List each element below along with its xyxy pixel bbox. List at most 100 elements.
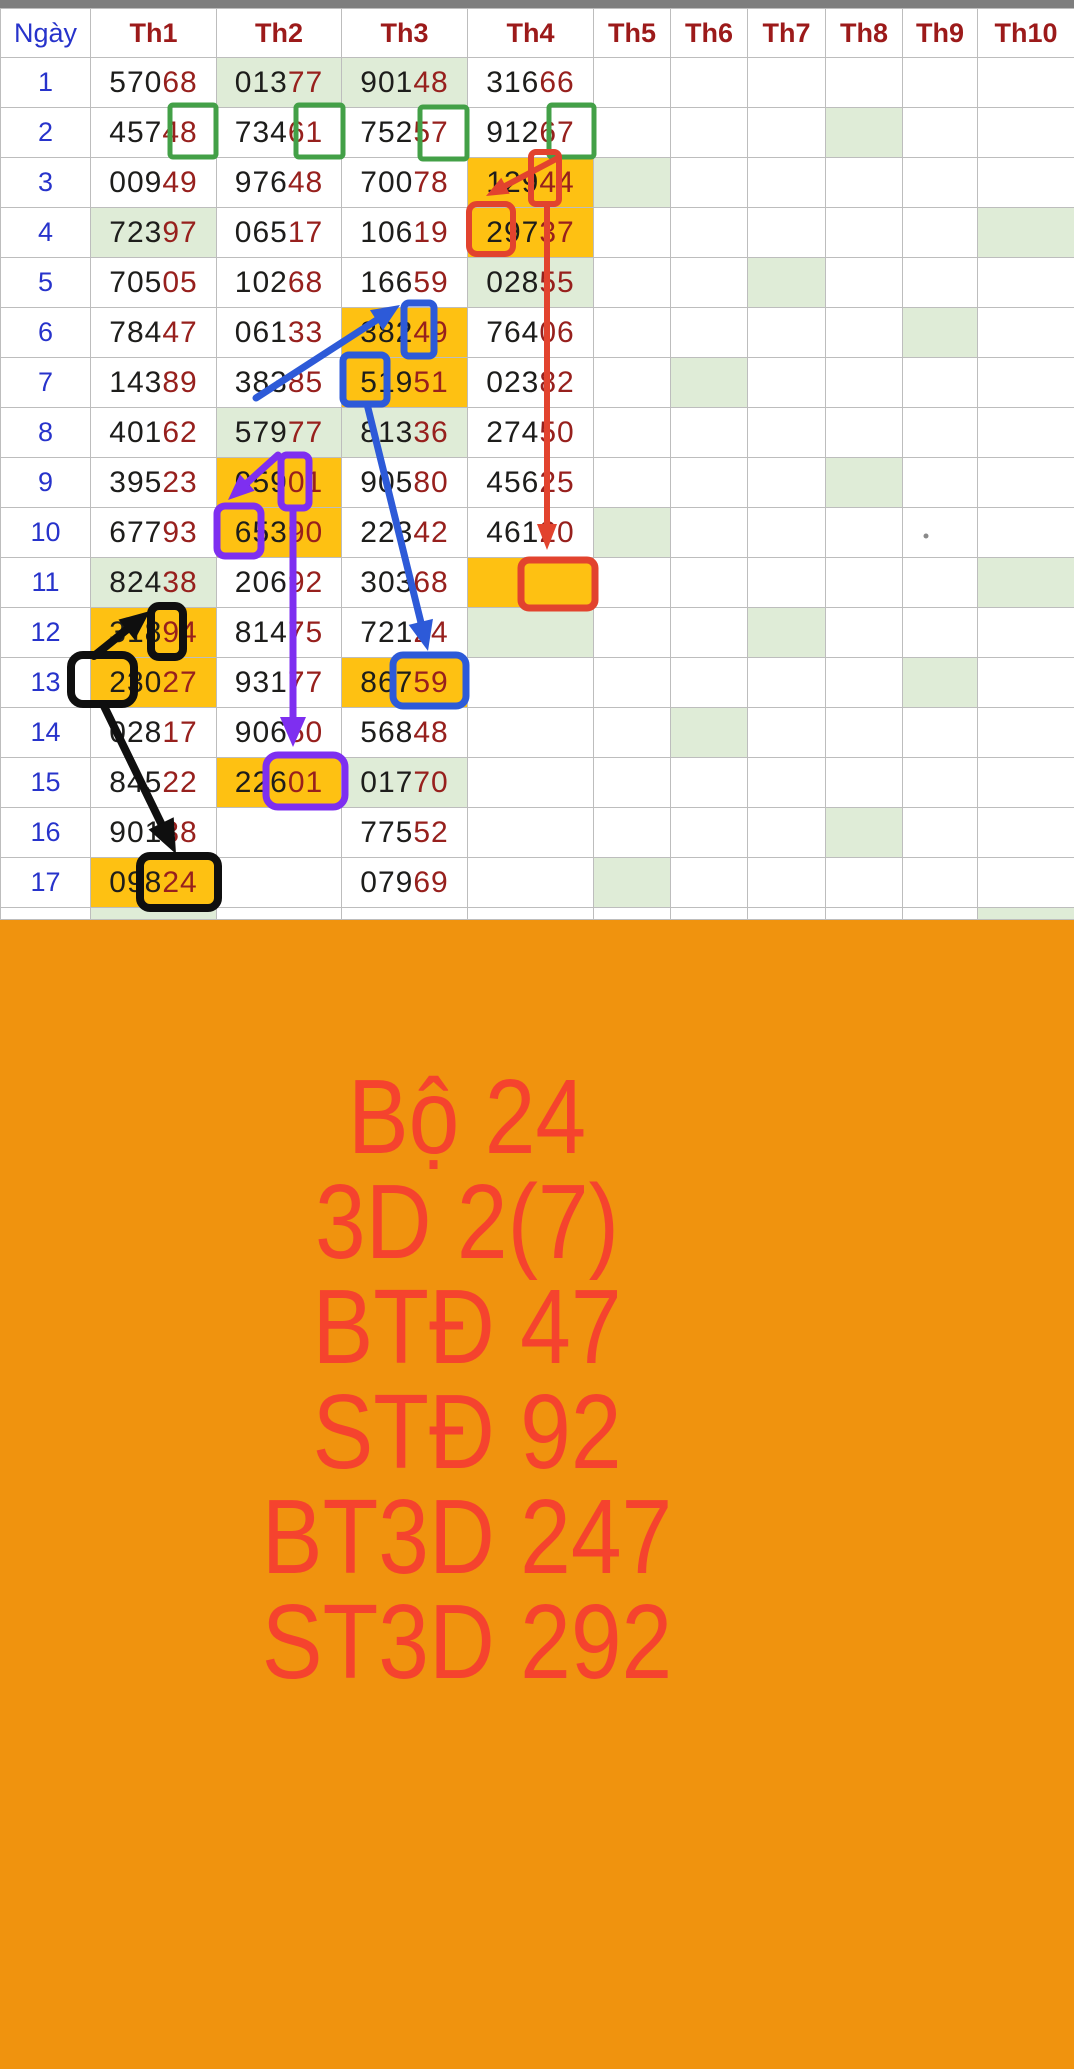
digits-red: 92	[287, 565, 324, 599]
empty-cell	[467, 807, 594, 858]
number-cell: 38249	[341, 307, 468, 358]
number-cell: 31666	[467, 57, 594, 108]
empty-cell	[593, 907, 671, 920]
table-row: 2 45748 73461 75257 91267	[0, 107, 1074, 158]
number-cell: 81336	[341, 407, 468, 458]
digits-red: 24	[162, 865, 198, 899]
number-cell: 72124	[341, 607, 468, 658]
digits-red: 38	[162, 815, 198, 849]
table-row: 9 39523 05901 90580 45625	[0, 457, 1074, 508]
digits-black: 976	[234, 165, 288, 199]
empty-cell	[593, 707, 671, 758]
day-cell: 2	[0, 107, 91, 158]
digits-red: 51	[413, 365, 449, 399]
digits-black: 395	[109, 465, 163, 499]
digits-red: 61	[287, 115, 324, 149]
digits-black: 814	[234, 615, 288, 649]
number-cell: 05901	[216, 457, 342, 508]
number-cell: 51951	[341, 357, 468, 408]
digits-black: 723	[109, 215, 163, 249]
empty-cell	[825, 707, 903, 758]
number-cell: 72397	[90, 207, 217, 258]
digits-black: 456	[486, 465, 540, 499]
empty-cell	[216, 807, 342, 858]
empty-cell	[670, 107, 748, 158]
digits-black: 017	[360, 765, 414, 799]
empty-cell	[902, 907, 978, 920]
empty-cell	[593, 207, 671, 258]
digits-black: 905	[360, 465, 414, 499]
number-cell: 56848	[341, 707, 468, 758]
col-header-th10: Th10	[977, 8, 1074, 58]
empty-cell	[902, 707, 978, 758]
empty-cell	[0, 907, 91, 920]
day-cell: 5	[0, 257, 91, 308]
prediction-banner: Bộ 24 3D 2(7) BTĐ 47 STĐ 92 BT3D 247 ST3…	[0, 920, 1074, 2069]
empty-cell	[977, 507, 1074, 558]
number-cell: 01770	[341, 757, 468, 808]
digits-black: 519	[360, 365, 414, 399]
table-row: 8 40162 57977 81336 27450	[0, 407, 1074, 458]
number-cell: 57068	[90, 57, 217, 108]
empty-cell	[467, 707, 594, 758]
table-row: 3 00949 97648 70078 12944	[0, 157, 1074, 208]
digits-black: 059	[234, 465, 288, 499]
empty-cell	[216, 857, 342, 908]
digits-black: 102	[234, 265, 288, 299]
empty-cell	[825, 57, 903, 108]
table-row: 12 31894 81475 72124	[0, 607, 1074, 658]
digits-red: 52	[413, 815, 449, 849]
digits-red: 19	[413, 215, 449, 249]
number-cell: 23027	[90, 657, 217, 708]
digits-red: 67	[539, 115, 575, 149]
day-cell: 15	[0, 757, 91, 808]
day-cell: 16	[0, 807, 91, 858]
digits-black: 775	[360, 815, 414, 849]
number-cell: 40162	[90, 407, 217, 458]
number-cell: 16659	[341, 257, 468, 308]
empty-cell	[825, 657, 903, 708]
table-row: 17 09824 07969	[0, 857, 1074, 908]
empty-cell	[902, 207, 978, 258]
number-cell: 02817	[90, 707, 217, 758]
empty-cell	[977, 257, 1074, 308]
day-cell: 17	[0, 857, 91, 908]
empty-cell	[341, 907, 468, 920]
banner-line-bo: Bộ 24	[347, 1058, 587, 1176]
number-cell: 10268	[216, 257, 342, 308]
col-header-th7: Th7	[747, 8, 826, 58]
day-cell: 10	[0, 507, 91, 558]
empty-cell	[977, 207, 1074, 258]
empty-cell	[467, 557, 594, 608]
digits-red: 75	[287, 615, 324, 649]
digits-red: 94	[162, 615, 198, 649]
digits-black: 734	[234, 115, 288, 149]
col-header-th9: Th9	[902, 8, 978, 58]
empty-cell	[593, 407, 671, 458]
empty-cell	[902, 607, 978, 658]
number-cell: 10619	[341, 207, 468, 258]
empty-cell	[977, 307, 1074, 358]
digits-black: 579	[234, 415, 288, 449]
number-cell: 90148	[341, 57, 468, 108]
digits-red: 48	[287, 165, 324, 199]
header-row: Ngày Th1 Th2 Th3 Th4 Th5 Th6 Th7 Th8 Th9 Th10	[0, 8, 1074, 58]
digits-black: 318	[109, 615, 163, 649]
table-row: 5 70505 10268 16659 02855	[0, 257, 1074, 308]
empty-cell	[747, 557, 826, 608]
col-header-th1: Th1	[90, 8, 217, 58]
digits-red: 50	[287, 715, 324, 749]
table-row: 7 14389 38385 51951 02382	[0, 357, 1074, 408]
number-cell: 00949	[90, 157, 217, 208]
number-cell: 38385	[216, 357, 342, 408]
day-cell: 3	[0, 157, 91, 208]
digits-red: 77	[287, 415, 324, 449]
digits-red: 82	[539, 365, 575, 399]
number-cell: 65390	[216, 507, 342, 558]
number-cell: 97648	[216, 157, 342, 208]
digits-black: 700	[360, 165, 414, 199]
digits-red: 38	[162, 565, 198, 599]
digits-black: 931	[234, 665, 288, 699]
empty-cell	[977, 557, 1074, 608]
empty-cell	[670, 707, 748, 758]
